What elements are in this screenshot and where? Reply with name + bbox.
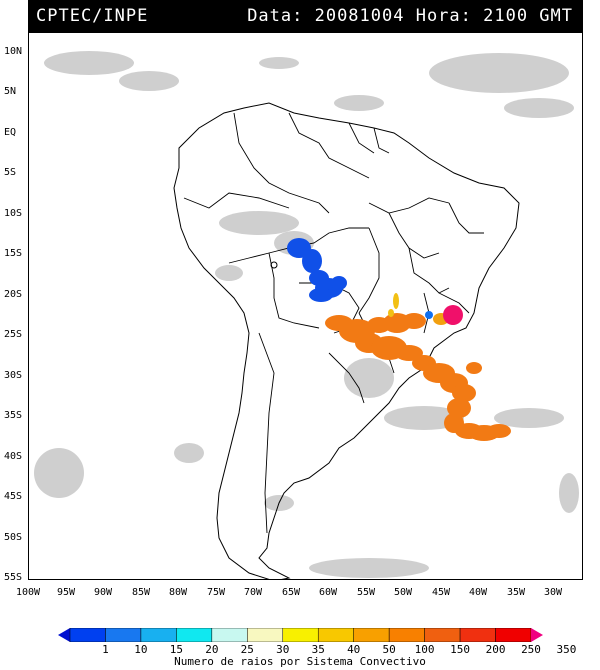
colorbar-segment [282,628,319,642]
colorbar-segment [69,628,106,642]
convective-system-parana [388,293,399,317]
lat-label: 55S [4,572,23,583]
convective-system-sao-paulo [425,305,463,325]
colorbar-segment [140,628,177,642]
south-america-map [34,51,579,579]
colorbar-tick-label: 40 [347,643,361,656]
lat-label: 15S [4,248,23,259]
lon-label: 80W [168,587,188,598]
datetime-label: Data: 20081004 Hora: 2100 GMT [247,6,573,26]
lat-label: 10S [4,208,23,219]
lon-label: 30W [543,587,563,598]
lat-label: 30S [4,370,23,381]
lon-label: 50W [393,587,413,598]
lon-label: 60W [318,587,338,598]
lon-label: 70W [243,587,263,598]
lon-label: 100W [15,587,41,598]
colorbar-segment [176,628,213,642]
colorbar-tick-label: 200 [485,643,506,656]
colorbar-tick-label: 30 [276,643,290,656]
lon-label: 55W [356,587,376,598]
cloud-cover [34,51,579,578]
lat-label: 10N [4,46,23,57]
lat-label: 5N [4,86,17,97]
lon-label: 75W [206,587,226,598]
colorbar-tick-label: 150 [450,643,470,656]
colorbar-caption: Numero de raios por Sistema Convectivo [174,655,426,668]
colorbar-tick-label: 10 [134,643,148,656]
colorbar-segment [105,628,142,642]
title-bar: CPTEC/INPE Data: 20081004 Hora: 2100 GMT [28,0,583,32]
colorbar-tick-label: 35 [311,643,325,656]
convective-system-paraguay-south-brazil [325,313,511,441]
colorbar-arrow-left [58,628,70,642]
colorbar-segment [353,628,390,642]
agency-label: CPTEC/INPE [36,6,149,26]
colorbar-segment [459,628,496,642]
colorbar-tick-label: 100 [414,643,435,656]
colorbar-tick-label: 50 [382,643,396,656]
colorbar-tick-label: 1 [102,643,109,656]
colorbar-tick-label: 20 [205,643,219,656]
colorbar-segment [211,628,248,642]
map-panel [28,32,583,580]
lat-label: 45S [4,491,23,502]
colorbar-tick-label: 15 [169,643,183,656]
lat-label: 35S [4,410,23,421]
colorbar [58,628,543,642]
colorbar-tick-label: 250 [521,643,541,656]
colorbar-segment [388,628,425,642]
lat-label: EQ [4,127,17,138]
colorbar-segment [317,628,354,642]
lon-label: 85W [131,587,151,598]
lon-label: 90W [93,587,113,598]
lat-label: 25S [4,329,23,340]
colorbar-segment [424,628,461,642]
convective-system-bolivia [287,238,347,302]
lon-label: 35W [506,587,526,598]
continent-outline [173,102,520,579]
lon-label: 65W [281,587,301,598]
colorbar-arrow-right [531,628,543,642]
lon-label: 40W [468,587,488,598]
lon-label: 95W [56,587,76,598]
colorbar-segment [247,628,284,642]
lat-label: 50S [4,532,23,543]
colorbar-tick-label: 350 [556,643,577,656]
lon-label: 45W [431,587,451,598]
lake-feature [270,261,278,269]
colorbar-segment [495,628,532,642]
lat-label: 40S [4,451,23,462]
lat-label: 5S [4,167,17,178]
lat-label: 20S [4,289,23,300]
colorbar-tick-label: 25 [240,643,254,656]
